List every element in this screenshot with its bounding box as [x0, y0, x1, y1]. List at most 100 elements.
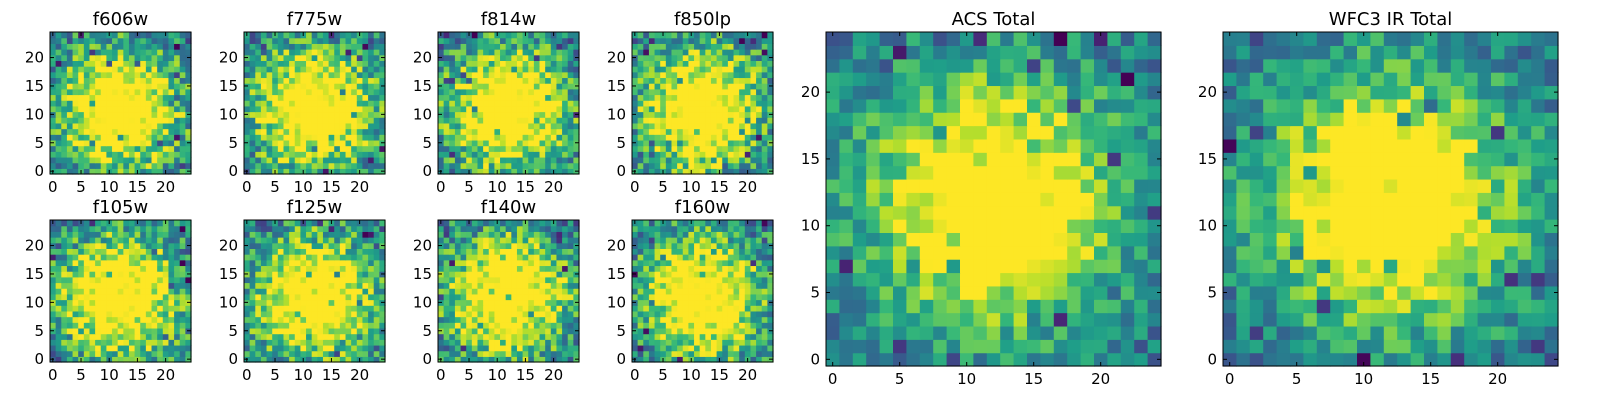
heatmap-cell: [688, 151, 695, 158]
heatmap-cell: [311, 259, 318, 267]
heatmap-cell: [373, 162, 380, 169]
heatmap-cell: [112, 344, 119, 352]
heatmap-cell: [300, 60, 307, 67]
heatmap-cell: [516, 122, 524, 130]
heatmap-cell: [471, 128, 479, 135]
heatmap-cell: [266, 288, 273, 295]
heatmap-cell: [373, 71, 380, 79]
heatmap-cell: [289, 83, 296, 90]
heatmap-cell: [128, 168, 136, 175]
heatmap-cell: [174, 276, 181, 284]
heatmap-cell: [373, 54, 380, 61]
heatmap-cell: [145, 310, 153, 318]
heatmap-cell: [671, 293, 678, 301]
heatmap-cell: [185, 134, 192, 141]
heatmap-cell: [78, 248, 85, 255]
heatmap-cell: [266, 220, 273, 227]
heatmap-cell: [317, 37, 324, 44]
heatmap-cell: [351, 128, 358, 135]
heatmap-cell: [750, 356, 757, 363]
heatmap-cell: [567, 282, 574, 289]
heatmap-cell: [311, 237, 318, 244]
heatmap-cell: [677, 156, 684, 164]
heatmap-cell: [466, 288, 473, 295]
heatmap-cell: [671, 168, 678, 175]
heatmap-cell: [756, 333, 763, 340]
heatmap-cell: [500, 271, 507, 278]
heatmap-cell: [705, 322, 712, 329]
heatmap-cell: [466, 88, 473, 96]
heatmap-cell: [328, 282, 335, 289]
heatmap-cell: [100, 259, 107, 267]
heatmap-cell: [460, 151, 467, 158]
heatmap-cell: [334, 49, 341, 56]
heatmap-cell: [123, 54, 130, 61]
heatmap-cell: [438, 37, 445, 44]
heatmap-cell: [362, 316, 369, 323]
heatmap-cell: [516, 350, 524, 357]
heatmap-cell: [688, 310, 695, 318]
heatmap-cell: [185, 100, 192, 107]
heatmap-cell: [328, 350, 335, 357]
heatmap-cell: [722, 60, 729, 67]
heatmap-cell: [117, 305, 124, 312]
heatmap-cell: [117, 122, 124, 130]
heatmap-cell: [368, 333, 375, 340]
heatmap-cell: [488, 310, 495, 318]
heatmap-cell: [710, 271, 718, 278]
heatmap-cell: [95, 299, 102, 306]
heatmap-cell: [112, 156, 119, 164]
heatmap-cell: [494, 83, 501, 90]
heatmap-cell: [660, 134, 667, 141]
heatmap-cell: [95, 305, 102, 312]
heatmap-cell: [443, 350, 450, 357]
heatmap-cell: [373, 276, 380, 284]
heatmap-cell: [362, 139, 369, 147]
heatmap-cell: [477, 162, 484, 169]
heatmap-cell: [573, 43, 580, 50]
heatmap-cell: [660, 139, 667, 147]
heatmap-cell: [311, 310, 318, 318]
heatmap-cell: [688, 83, 695, 90]
heatmap-cell: [66, 66, 74, 73]
heatmap-cell: [179, 259, 186, 267]
heatmap-cell: [449, 43, 456, 50]
heatmap-cell: [637, 322, 644, 329]
heatmap-cell: [539, 299, 546, 306]
heatmap-cell: [677, 32, 684, 39]
heatmap-cell: [567, 94, 574, 101]
heatmap-cell: [671, 162, 678, 169]
heatmap-cell: [516, 293, 524, 301]
heatmap-cell: [157, 168, 164, 175]
heatmap-cell: [162, 100, 170, 107]
heatmap-cell: [89, 248, 96, 255]
heatmap-cell: [471, 43, 479, 50]
heatmap-cell: [72, 111, 79, 118]
heatmap-cell: [511, 111, 518, 118]
heatmap-cell: [750, 100, 757, 107]
heatmap-cell: [368, 162, 375, 169]
heatmap-cell: [665, 49, 673, 56]
heatmap-cell: [162, 231, 170, 238]
heatmap-cell: [471, 134, 479, 141]
heatmap-cell: [328, 299, 335, 306]
heatmap-cell: [733, 139, 740, 147]
heatmap-cell: [317, 305, 324, 312]
heatmap-cell: [185, 316, 192, 323]
heatmap-cell: [379, 225, 386, 232]
heatmap-cell: [356, 248, 364, 255]
heatmap-cell: [117, 333, 124, 340]
heatmap-cell: [688, 282, 695, 289]
heatmap-cell: [750, 145, 757, 152]
heatmap-cell: [112, 60, 119, 67]
heatmap-cell: [522, 350, 529, 357]
heatmap-cell: [61, 134, 68, 141]
heatmap-cell: [511, 242, 518, 249]
heatmap-cell: [682, 83, 689, 90]
heatmap-cell: [106, 271, 113, 278]
heatmap-cell: [677, 299, 684, 306]
heatmap-cell: [168, 220, 175, 227]
heatmap-cell: [306, 237, 313, 244]
heatmap-cell: [356, 105, 364, 113]
heatmap-cell: [151, 49, 158, 56]
